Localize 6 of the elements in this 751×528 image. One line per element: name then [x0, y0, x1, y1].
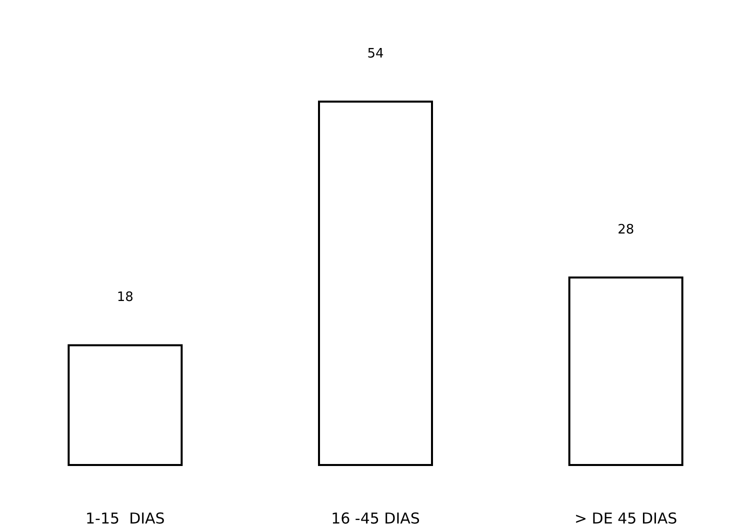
x-tick-label: 1-15 DIAS [85, 510, 165, 528]
data-label: 18 [116, 290, 134, 306]
x-tick-label: > DE 45 DIAS [574, 510, 678, 528]
data-label: 28 [618, 222, 634, 238]
data-label: 54 [367, 46, 384, 62]
x-tick-label: 16 -45 DIAS [331, 510, 420, 528]
